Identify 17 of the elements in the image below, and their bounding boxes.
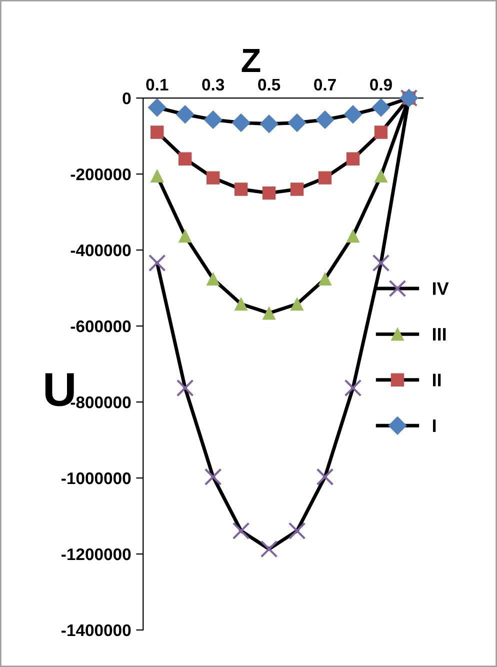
x-tick-label: 0.9 <box>370 78 392 91</box>
x-tick-label: 0.5 <box>258 78 280 91</box>
legend-label: III <box>433 328 446 341</box>
y-tick-label: -600000 <box>70 320 131 332</box>
y-tick-label: -1200000 <box>62 548 131 560</box>
chart-title: Z <box>242 49 260 72</box>
y-tick-label: -400000 <box>70 244 131 256</box>
y-tick-label: -1400000 <box>62 624 131 636</box>
y-tick-label: -200000 <box>70 168 131 180</box>
x-tick-label: 0.3 <box>202 78 224 91</box>
legend-label: II <box>433 374 441 386</box>
x-tick-label: 0.7 <box>314 78 336 91</box>
legend-label: IV <box>433 282 449 295</box>
legend-label: I <box>433 420 436 432</box>
x-tick-label: 0.1 <box>146 78 168 91</box>
y-tick-label: 0 <box>122 92 131 104</box>
y-tick-label: -1000000 <box>62 472 131 484</box>
